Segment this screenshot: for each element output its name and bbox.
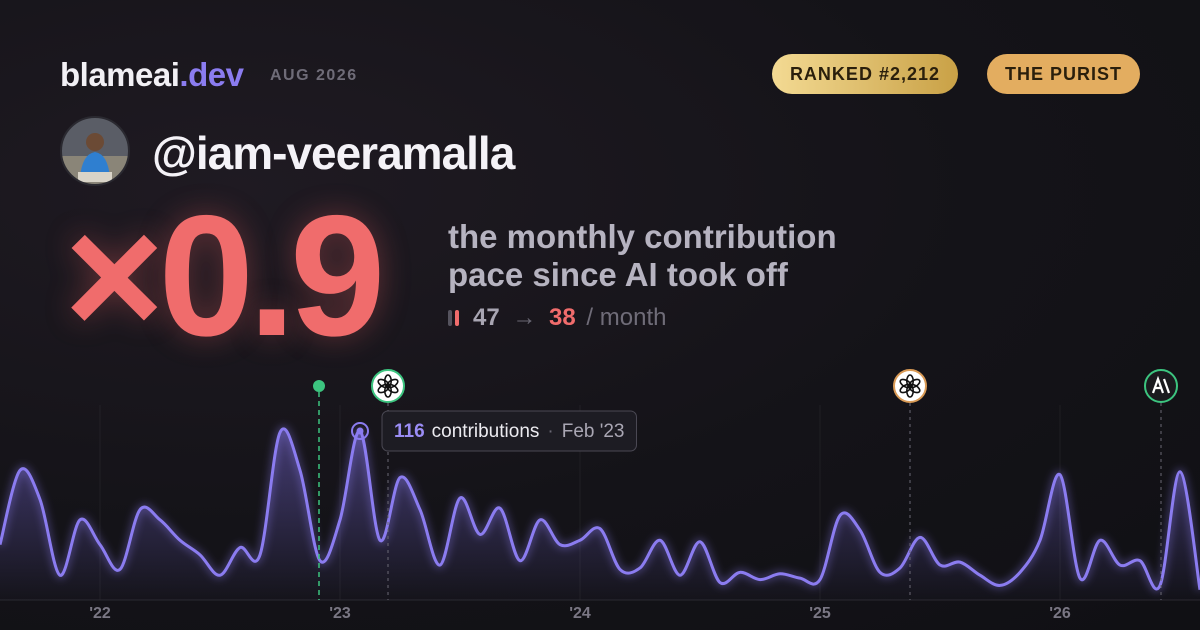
tooltip-sep: · bbox=[547, 421, 553, 442]
period: AUG 2026 bbox=[270, 67, 358, 84]
rank-badge: RANKED #2,212 bbox=[771, 54, 958, 94]
legend-before bbox=[448, 310, 452, 326]
event-icon bbox=[371, 369, 405, 403]
x-tick-label: '24 bbox=[569, 605, 591, 622]
after-value: 38 bbox=[549, 304, 576, 331]
avatar bbox=[60, 116, 130, 186]
handle: @iam-veeramalla bbox=[152, 127, 515, 179]
x-tick-label: '22 bbox=[89, 605, 111, 622]
brand: blameai.dev bbox=[60, 56, 244, 94]
x-tick-label: '26 bbox=[1049, 605, 1071, 622]
brand-name: blameai bbox=[60, 56, 180, 93]
caption: the monthly contribution pace since AI t… bbox=[448, 218, 837, 294]
arrow: → bbox=[512, 304, 537, 331]
before-value: 47 bbox=[473, 304, 500, 331]
multiplier: ×0.9 bbox=[64, 180, 386, 372]
x-tick-label: '23 bbox=[329, 605, 351, 622]
event-glyph bbox=[899, 378, 912, 389]
pace: 47 → 38 / month bbox=[448, 304, 666, 332]
hover-ring bbox=[351, 422, 369, 440]
title-badge: THE PURIST bbox=[986, 54, 1140, 94]
event-glyph bbox=[377, 378, 390, 389]
tooltip-label: Feb '23 bbox=[562, 421, 625, 442]
tooltip: 116 contributions · Feb '23 bbox=[381, 410, 637, 452]
unit: / month bbox=[586, 304, 667, 331]
caption-line: pace since AI took off bbox=[448, 256, 788, 293]
legend-after bbox=[455, 310, 459, 326]
event-glyph bbox=[1151, 375, 1171, 394]
caption-line: the monthly contribution bbox=[448, 218, 837, 255]
brand-tld: .dev bbox=[179, 56, 244, 93]
tooltip-box bbox=[381, 410, 637, 452]
event-icon bbox=[893, 369, 927, 403]
event-dot bbox=[313, 380, 325, 392]
tooltip-text: 116 contributions · Feb '23 bbox=[394, 421, 625, 442]
hover-dot bbox=[356, 427, 364, 435]
x-tick-label: '25 bbox=[809, 605, 831, 622]
tooltip-value: 116 bbox=[394, 421, 425, 442]
line bbox=[0, 427, 1200, 591]
tooltip-unit: contributions bbox=[432, 421, 540, 442]
